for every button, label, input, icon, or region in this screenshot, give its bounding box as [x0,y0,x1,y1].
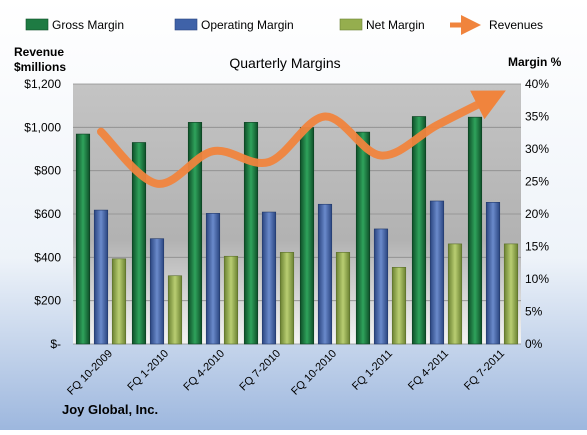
legend-label-operating-margin: Operating Margin [201,18,294,32]
right-tick-label: 5% [525,305,543,319]
bar-net-margin [167,275,183,345]
right-tick-label: 40% [525,77,549,91]
bar-gross-margin [75,133,91,345]
legend-swatch-operating-margin [174,18,198,31]
bar-net-margin [335,252,351,345]
right-tick-label: 25% [525,175,549,189]
right-tick-label: 35% [525,110,549,124]
left-tick-label: $400 [34,250,61,264]
legend-label-gross-margin: Gross Margin [52,18,124,32]
bar-net-margin [111,258,127,345]
left-tick-label: $200 [34,294,61,308]
legend-label-net-margin: Net Margin [366,18,425,32]
legend-label-revenues: Revenues [489,18,543,32]
bar-gross-margin [355,131,371,345]
bar-operating-margin [373,228,389,345]
bars [75,116,519,345]
gridlines [73,83,521,345]
right-axis-label: Margin % [508,55,562,69]
left-tick-label: $800 [34,164,61,178]
bar-operating-margin [317,203,333,345]
bar-net-margin [223,255,239,345]
left-tick-label: $600 [34,207,61,221]
bar-operating-margin [429,200,445,345]
bar-operating-margin [205,213,221,345]
chart-title: Quarterly Margins [229,55,340,71]
revenue-line-path [97,90,506,188]
bar-operating-margin [485,202,501,345]
bar-operating-margin [149,238,165,345]
bar-gross-margin [467,116,483,345]
company-footer: Joy Global, Inc. [62,402,158,417]
left-axis-label-line1: Revenue [14,45,64,59]
bar-gross-margin [299,127,315,345]
legend-swatch-net-margin [339,18,363,31]
bar-gross-margin [187,122,203,345]
bar-net-margin [279,252,295,345]
legend-swatch-gross-margin [25,18,49,31]
bar-gross-margin [243,122,259,345]
revenue-line [97,90,506,188]
bar-operating-margin [261,211,277,345]
right-tick-label: 15% [525,240,549,254]
right-tick-label: 30% [525,142,549,156]
left-tick-label: $1,000 [24,120,61,134]
right-axis-ticks: 0% 5% 10% 15% 20% 25% 30% 35% 40% [525,77,549,351]
right-tick-label: 20% [525,207,549,221]
right-tick-label: 10% [525,272,549,286]
left-axis-ticks: $- $200 $400 $600 $800 $1,000 $1,200 [24,77,61,351]
right-tick-label: 0% [525,337,543,351]
bar-gross-margin [411,116,427,345]
left-tick-label: $- [50,337,61,351]
bar-net-margin [503,243,519,345]
bar-net-margin [391,266,407,345]
bar-operating-margin [93,209,109,345]
bar-gross-margin [131,142,147,345]
bar-net-margin [447,243,463,345]
left-tick-label: $1,200 [24,77,61,91]
legend: Gross Margin Operating Margin Net Margin… [25,15,543,35]
left-axis-label-line2: $millions [14,60,66,74]
